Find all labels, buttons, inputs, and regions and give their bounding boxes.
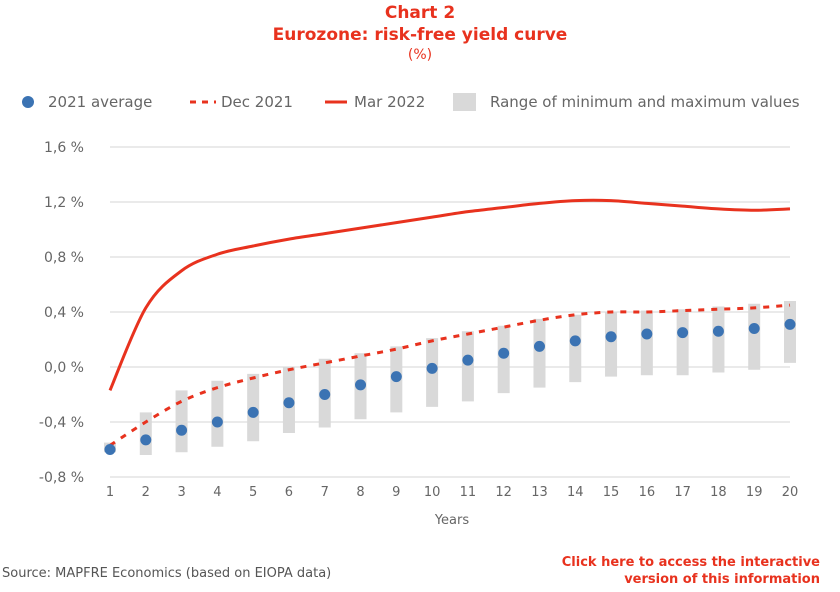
average-dots — [104, 318, 796, 455]
range-bar — [461, 331, 474, 402]
legend-range-marker — [453, 93, 476, 111]
x-tick-label: 7 — [321, 485, 329, 500]
average-point — [712, 325, 724, 337]
x-tick-label: 1 — [106, 485, 114, 500]
average-point — [390, 371, 402, 383]
average-point — [355, 379, 367, 391]
x-tick-label: 5 — [249, 485, 257, 500]
average-point — [426, 362, 438, 374]
range-bar — [211, 380, 224, 447]
link-line-2: version of this information — [624, 572, 820, 587]
legend-label-range: Range of minimum and maximum values — [490, 93, 800, 111]
x-tick-label: 16 — [639, 485, 656, 500]
x-tick-label: 19 — [746, 485, 763, 500]
x-tick-label: 18 — [710, 485, 727, 500]
x-tick-label: 14 — [567, 485, 584, 500]
range-bar — [497, 325, 510, 394]
y-axis: -0,8 % -0,4 % 0,0 % 0,4 % 0,8 % 1,2 % 1,6 % — [39, 140, 84, 486]
legend: 2021 average Dec 2021 Mar 2022 Range of … — [22, 93, 800, 111]
y-tick-label: 0,4 % — [44, 305, 84, 321]
average-point — [784, 318, 796, 330]
average-point — [498, 347, 510, 359]
range-bar — [175, 390, 188, 453]
range-bar — [139, 412, 152, 455]
y-tick-label: -0,4 % — [39, 415, 84, 431]
range-bar — [569, 314, 582, 383]
average-point — [211, 416, 223, 428]
average-point — [283, 397, 295, 409]
legend-label-mar-2022: Mar 2022 — [354, 93, 425, 111]
range-bar — [676, 309, 689, 376]
x-tick-label: 10 — [424, 485, 441, 500]
chart-unit: (%) — [407, 47, 433, 63]
series-lines — [108, 198, 791, 447]
legend-label-dec-2021: Dec 2021 — [221, 93, 293, 111]
average-point — [140, 434, 152, 446]
range-bar — [784, 301, 796, 363]
link-line-1: Click here to access the interactive — [561, 555, 820, 570]
chart-title-block: Chart 2 Eurozone: risk-free yield curve … — [0, 2, 840, 64]
x-tick-label: 12 — [495, 485, 512, 500]
x-tick-label: 11 — [460, 485, 477, 500]
range-bar — [712, 306, 725, 373]
x-axis: 1 2 3 4 5 6 7 8 9 10 11 12 13 14 15 16 17 18 19 20 — [106, 485, 798, 500]
x-tick-label: 4 — [213, 485, 221, 500]
x-tick-label: 20 — [782, 485, 799, 500]
mar-2022-line — [108, 198, 791, 391]
range-bar — [605, 312, 618, 377]
average-point — [748, 323, 760, 334]
y-tick-label: 0,0 % — [44, 360, 84, 376]
average-point — [605, 331, 617, 343]
x-tick-label: 17 — [674, 485, 691, 500]
y-tick-label: 1,2 % — [44, 195, 84, 211]
range-bar — [640, 310, 653, 376]
x-tick-label: 13 — [531, 485, 548, 500]
average-point — [176, 424, 188, 436]
y-tick-label: 0,8 % — [44, 250, 84, 266]
legend-dot-marker — [22, 96, 34, 108]
source-note: Source: MAPFRE Economics (based on EIOPA… — [2, 566, 332, 581]
y-tick-label: -0,8 % — [39, 470, 84, 486]
chart-number: Chart 2 — [384, 3, 456, 23]
range-bar — [748, 303, 761, 370]
interactive-version-link[interactable]: Click here to access the interactive ver… — [562, 554, 820, 588]
chart-title: Eurozone: risk-free yield curve — [272, 25, 568, 45]
x-tick-label: 6 — [285, 485, 293, 500]
y-tick-label: 1,6 % — [44, 140, 84, 156]
average-point — [247, 406, 259, 418]
x-tick-label: 2 — [142, 485, 150, 500]
legend-label-2021-average: 2021 average — [48, 93, 152, 111]
x-tick-label: 3 — [177, 485, 185, 500]
x-axis-label: Years — [434, 513, 470, 528]
average-point — [677, 327, 689, 339]
average-point — [533, 340, 545, 352]
x-tick-label: 15 — [603, 485, 620, 500]
average-point — [104, 444, 116, 455]
range-bars — [104, 301, 796, 455]
average-point — [319, 389, 331, 400]
average-point — [641, 328, 653, 340]
average-point — [462, 354, 474, 366]
x-tick-label: 8 — [356, 485, 364, 500]
x-tick-label: 9 — [392, 485, 400, 500]
average-point — [569, 335, 581, 347]
range-bar — [533, 318, 546, 388]
